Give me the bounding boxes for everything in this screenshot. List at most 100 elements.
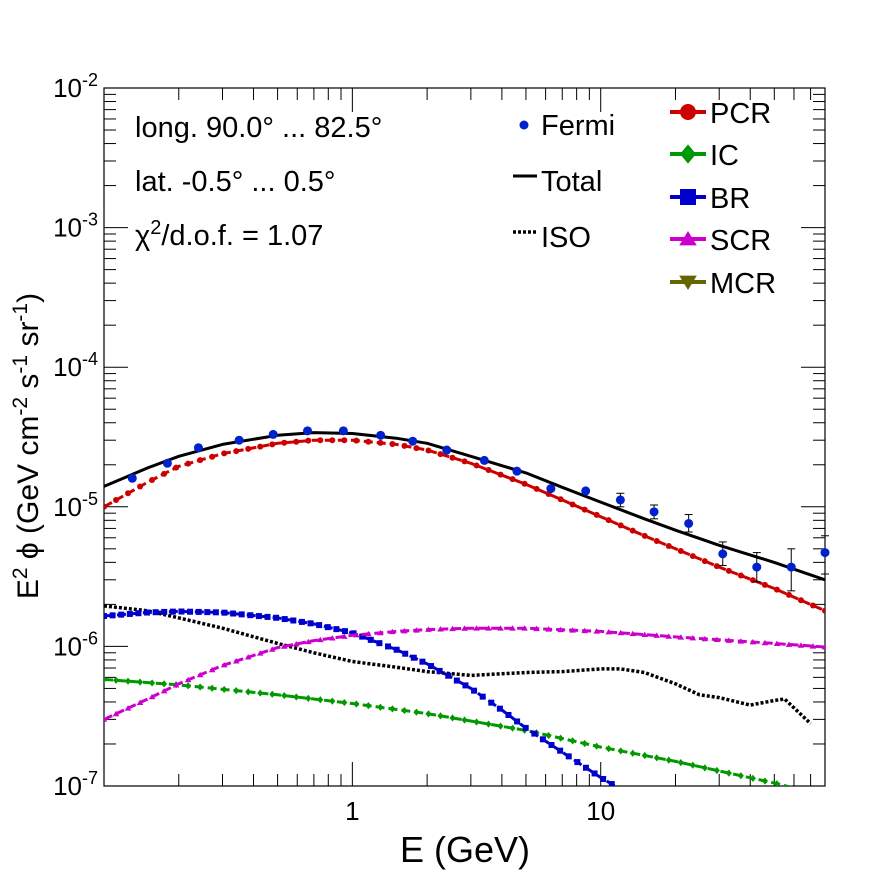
fermi-point: [408, 436, 418, 446]
series-scr-marker: [761, 639, 769, 646]
series-br-marker: [419, 658, 426, 665]
series-ic-marker: [161, 680, 168, 688]
series-ic-marker: [653, 754, 660, 762]
series-scr-marker: [557, 626, 564, 633]
series-ic-marker: [713, 766, 720, 775]
series-scr-marker: [208, 666, 216, 673]
series-scr-marker: [521, 625, 528, 631]
series-scr-marker: [809, 643, 817, 649]
axis-ticks: [103, 87, 826, 787]
fermi-point: [234, 435, 244, 445]
series-ic-marker: [569, 737, 576, 745]
series-pcr-marker: [773, 586, 780, 593]
series-scr-marker: [473, 625, 480, 631]
series-pcr-marker: [449, 454, 456, 461]
series-ic-marker: [293, 693, 300, 701]
series-pcr-marker: [593, 511, 600, 518]
series-br-marker: [333, 626, 340, 633]
series-pcr-marker: [461, 458, 468, 465]
series-br-marker: [496, 705, 503, 712]
series-br-marker: [204, 609, 211, 616]
series-pcr-marker: [797, 597, 804, 604]
legend-entry-pcr: PCR: [670, 98, 771, 130]
series-br-marker: [531, 730, 538, 737]
series-scr-marker: [497, 625, 504, 631]
series-ic-marker: [104, 675, 107, 684]
series-pcr-marker: [389, 441, 396, 448]
series-pcr-marker: [425, 447, 432, 454]
series-pcr-marker: [713, 563, 720, 570]
fermi-point: [338, 426, 348, 436]
series-scr-marker: [244, 654, 252, 660]
series-scr-marker: [329, 635, 336, 641]
annotation-latitude: lat. -0.5° ... 0.5°: [135, 166, 336, 198]
series-scr-marker: [689, 635, 697, 641]
series-pcr-marker: [161, 470, 168, 477]
series-br-marker: [178, 608, 185, 615]
series-pcr-marker: [221, 450, 228, 457]
legend-label: ISO: [541, 222, 591, 254]
legend-components: PCR IC BR SCR MCR: [670, 98, 776, 300]
series-scr-marker: [104, 716, 108, 722]
fermi-point: [718, 549, 728, 559]
series-br-marker: [514, 718, 521, 725]
legend-label: Total: [541, 166, 602, 198]
series-scr-marker: [509, 625, 516, 631]
series-scr-marker: [725, 637, 733, 643]
series-br-marker: [539, 736, 546, 743]
series-br-marker: [582, 764, 589, 771]
series-ic-marker: [509, 724, 516, 732]
fermi-point: [649, 507, 659, 517]
series-scr-marker: [268, 646, 276, 652]
series-br-marker: [169, 608, 176, 615]
series-br-marker: [118, 611, 125, 618]
series-scr-marker: [317, 636, 324, 643]
series-br-marker: [144, 609, 151, 616]
series-ic-marker: [641, 751, 648, 760]
series-pcr-marker: [353, 437, 360, 444]
y-tick-label: 10-3: [53, 210, 98, 243]
series-scr-marker: [184, 676, 192, 683]
series-pcr-marker: [245, 445, 252, 452]
series-br-marker: [436, 667, 443, 674]
series-br-marker: [221, 609, 228, 616]
fermi-point: [268, 429, 278, 439]
series-pcr-marker: [605, 517, 612, 524]
series-pcr-marker: [209, 453, 216, 460]
series-br-marker: [152, 609, 159, 616]
series-br-marker: [600, 775, 607, 782]
series-scr-marker: [737, 638, 745, 644]
series-pcr-marker: [677, 548, 684, 555]
series-ic-marker: [125, 677, 132, 685]
series-scr-marker: [545, 626, 552, 632]
series-scr-marker: [220, 661, 228, 668]
series-scr-marker: [304, 638, 312, 645]
series-br-marker: [591, 770, 598, 777]
series-pcr-marker: [761, 581, 768, 588]
series-ic-marker: [725, 769, 732, 777]
series-scr-marker: [124, 705, 132, 711]
fermi-point: [820, 548, 830, 558]
series-pcr-marker: [581, 506, 588, 513]
legend-data: Fermi Total ISO: [513, 110, 615, 254]
series-br-marker: [247, 612, 254, 619]
legend-label: PCR: [710, 98, 771, 130]
series-br-marker: [445, 672, 452, 679]
series-pcr-marker: [293, 438, 300, 445]
series-scr-marker: [112, 710, 120, 717]
y-tick-label: 10-6: [53, 628, 98, 661]
series-br-marker: [410, 654, 417, 661]
series-ic-marker: [557, 734, 564, 742]
series-pcr-marker: [533, 485, 540, 492]
series-br-marker: [548, 741, 555, 748]
series-br-marker: [324, 624, 331, 631]
series-scr-marker: [160, 687, 168, 694]
series-ic-marker: [737, 772, 744, 780]
fermi-point: [546, 484, 556, 494]
series-br-marker: [195, 608, 202, 615]
series-scr-marker: [136, 699, 144, 705]
series-pcr-marker: [185, 460, 192, 467]
series-br-marker: [281, 616, 288, 623]
series-ic-marker: [341, 698, 348, 707]
series-scr-marker: [665, 633, 673, 639]
